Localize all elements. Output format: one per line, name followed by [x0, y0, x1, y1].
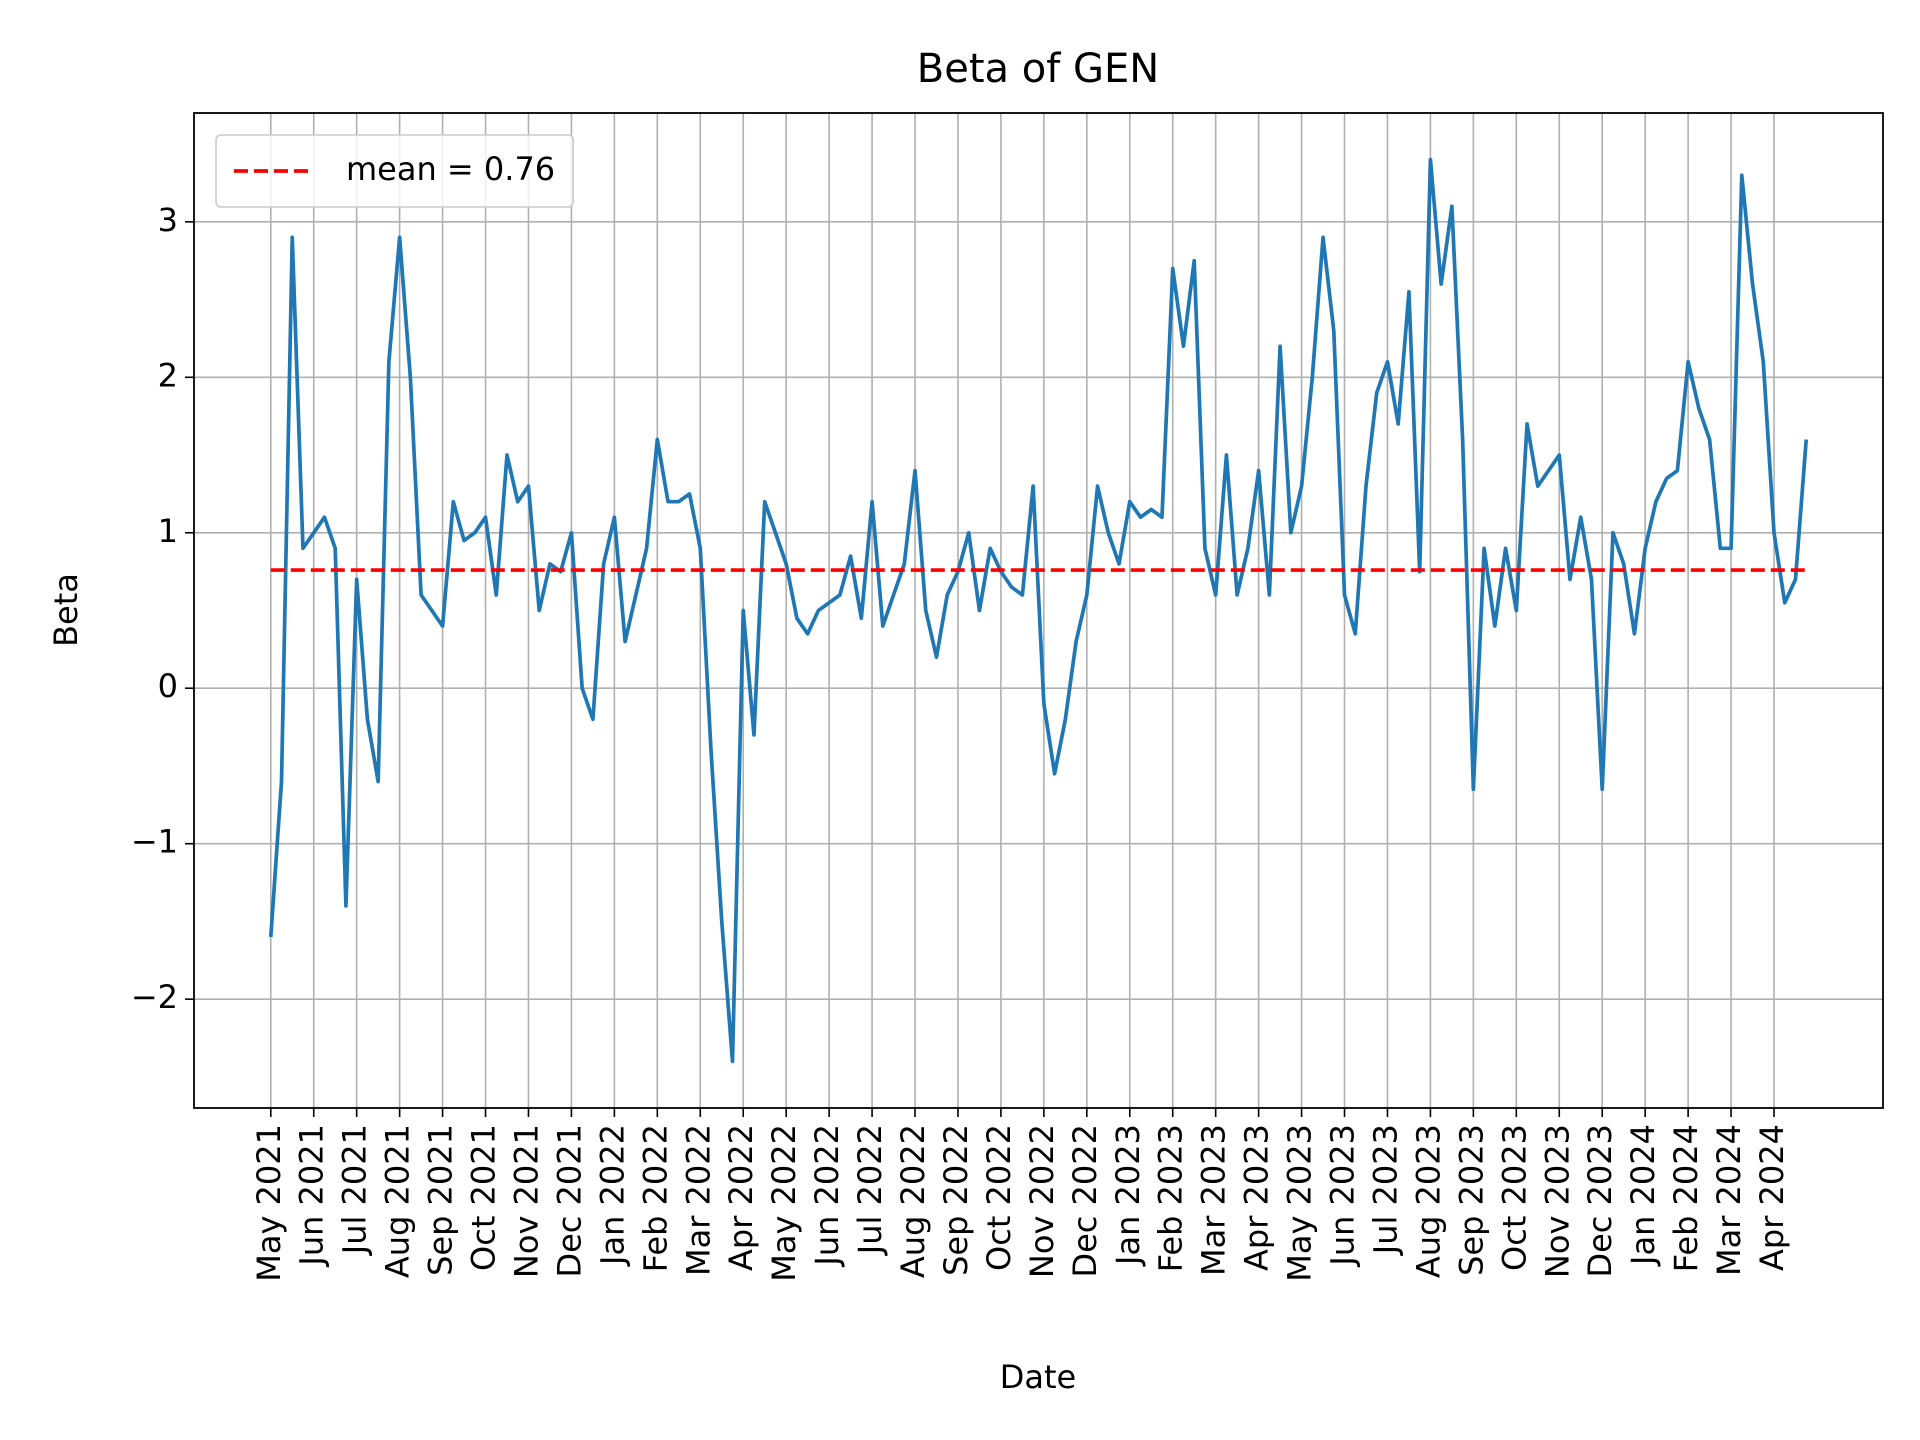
y-tick-label: −2: [131, 978, 178, 1016]
x-tick-label: May 2021: [250, 1124, 288, 1282]
x-tick-label: Jun 2021: [293, 1124, 331, 1268]
x-tick-label: Mar 2023: [1195, 1124, 1233, 1276]
y-tick-label: 1: [158, 512, 178, 550]
x-tick-label: Oct 2022: [980, 1124, 1018, 1271]
x-tick-label: May 2022: [765, 1124, 803, 1282]
x-tick-label: Feb 2023: [1152, 1124, 1190, 1272]
x-tick-label: Apr 2022: [722, 1124, 760, 1271]
x-tick-label: Feb 2022: [636, 1124, 674, 1272]
x-tick-label: Jan 2022: [593, 1124, 631, 1267]
x-tick-label: Dec 2022: [1066, 1124, 1104, 1278]
legend-box: [215, 134, 574, 208]
x-tick-label: Apr 2023: [1238, 1124, 1276, 1271]
x-tick-label: Jun 2023: [1324, 1124, 1362, 1268]
x-tick-label: Apr 2024: [1753, 1124, 1791, 1271]
x-tick-label: Sep 2022: [937, 1124, 975, 1276]
plot-frame: [193, 112, 1884, 1109]
x-tick-label: Dec 2021: [550, 1124, 588, 1278]
x-tick-label: Oct 2023: [1495, 1124, 1533, 1271]
chart-title: Beta of GEN: [917, 46, 1159, 92]
x-tick-label: Sep 2021: [422, 1124, 460, 1276]
x-tick-label: Jul 2023: [1366, 1124, 1404, 1256]
x-tick-label: Mar 2024: [1710, 1124, 1748, 1276]
x-tick-label: Nov 2022: [1023, 1124, 1061, 1278]
x-tick-label: Jul 2022: [851, 1124, 889, 1256]
x-tick-label: Jul 2021: [336, 1124, 374, 1256]
legend: mean = 0.76: [215, 134, 574, 208]
x-tick-label: Nov 2023: [1538, 1124, 1576, 1278]
legend-label: mean = 0.76: [346, 150, 555, 188]
data-line: [268, 157, 1809, 1064]
x-tick-label: Feb 2024: [1667, 1124, 1705, 1272]
x-tick-label: Jan 2024: [1624, 1124, 1662, 1267]
x-tick-label: Aug 2021: [379, 1124, 417, 1278]
y-tick-label: 0: [158, 667, 178, 705]
x-tick-label: Dec 2023: [1581, 1124, 1619, 1278]
x-tick-label: Oct 2021: [465, 1124, 503, 1271]
x-tick-label: Aug 2022: [894, 1124, 932, 1278]
y-tick-label: −1: [131, 823, 178, 861]
x-tick-label: May 2023: [1281, 1124, 1319, 1282]
x-tick-label: Jan 2023: [1109, 1124, 1147, 1267]
y-tick-label: 3: [158, 201, 178, 239]
y-tick-label: 2: [158, 356, 178, 394]
y-axis-label: Beta: [47, 573, 85, 647]
x-tick-label: Nov 2021: [507, 1124, 545, 1278]
x-axis-label: Date: [1000, 1358, 1076, 1396]
x-tick-label: Sep 2023: [1452, 1124, 1490, 1276]
x-tick-label: Jun 2022: [808, 1124, 846, 1268]
x-tick-label: Mar 2022: [679, 1124, 717, 1276]
x-tick-label: Aug 2023: [1409, 1124, 1447, 1278]
